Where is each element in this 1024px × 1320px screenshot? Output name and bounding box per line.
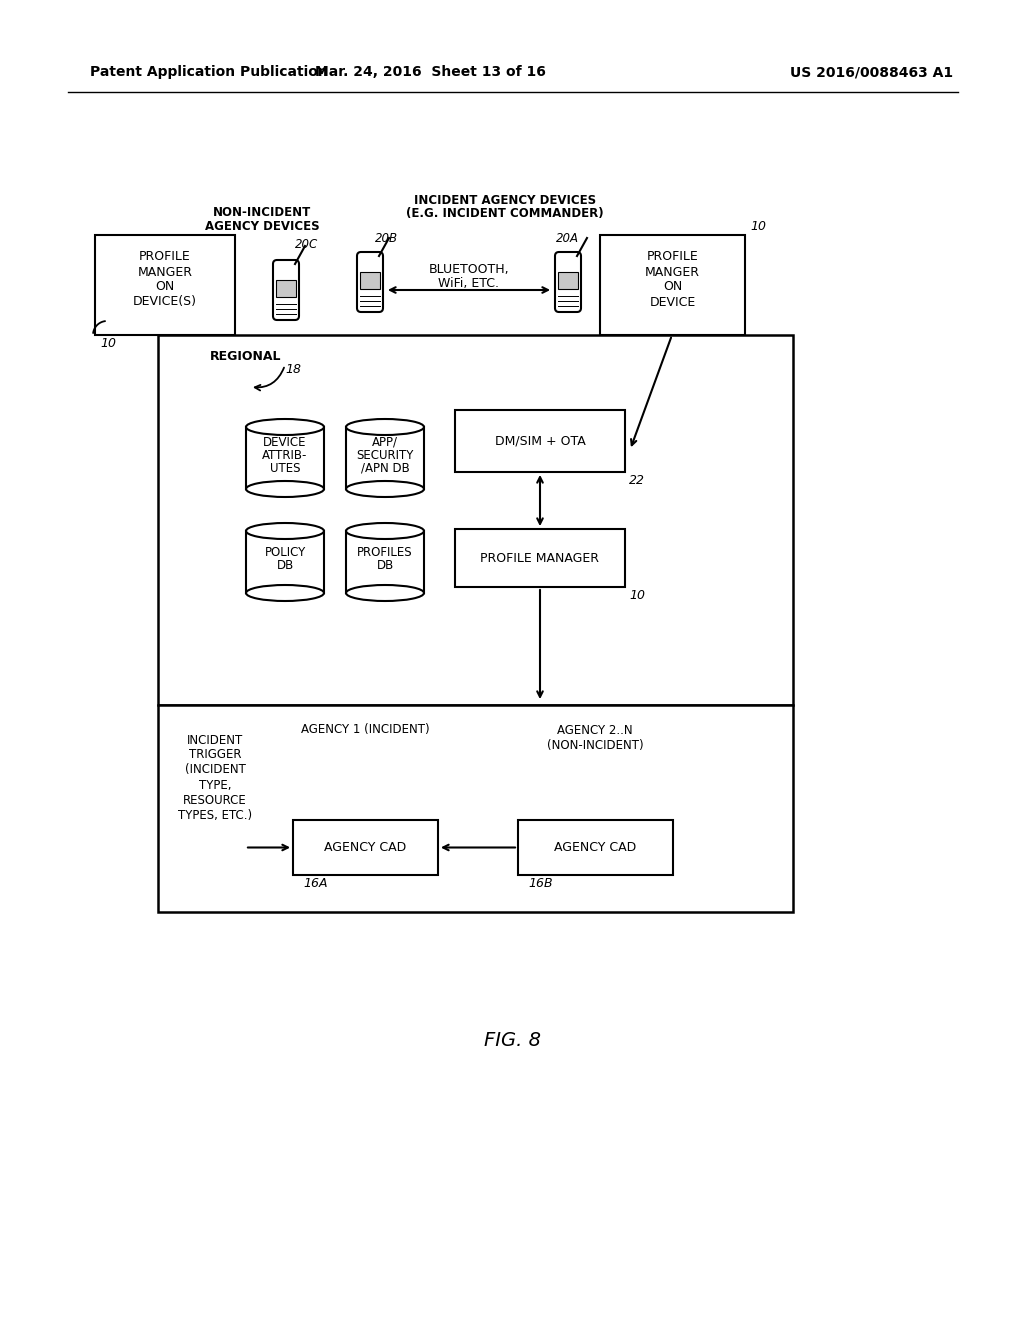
Bar — [246, 531, 324, 593]
Text: MANGER: MANGER — [645, 265, 700, 279]
Text: (NON-INCIDENT): (NON-INCIDENT) — [547, 738, 643, 751]
Text: FIG. 8: FIG. 8 — [483, 1031, 541, 1049]
Bar — [600, 235, 745, 335]
Bar — [246, 426, 324, 488]
FancyBboxPatch shape — [357, 252, 383, 312]
Text: TYPE,: TYPE, — [199, 779, 231, 792]
FancyBboxPatch shape — [490, 715, 700, 900]
Text: WiFi, ETC.: WiFi, ETC. — [438, 277, 500, 290]
Text: ON: ON — [156, 281, 175, 293]
Text: PROFILE MANAGER: PROFILE MANAGER — [480, 552, 599, 565]
Bar — [158, 335, 793, 705]
Text: DEVICE: DEVICE — [263, 436, 307, 449]
Text: 10: 10 — [750, 220, 766, 234]
Text: 10: 10 — [629, 589, 645, 602]
Text: AGENCY DEVICES: AGENCY DEVICES — [205, 219, 319, 232]
Text: DEVICE: DEVICE — [649, 296, 695, 309]
Text: PROFILE: PROFILE — [646, 251, 698, 264]
Bar — [360, 272, 380, 289]
Bar — [95, 235, 234, 335]
Ellipse shape — [346, 585, 424, 601]
Text: AGENCY 2..N: AGENCY 2..N — [557, 723, 633, 737]
Text: (E.G. INCIDENT COMMANDER): (E.G. INCIDENT COMMANDER) — [407, 207, 604, 220]
FancyBboxPatch shape — [268, 715, 463, 900]
Text: RESOURCE: RESOURCE — [183, 793, 247, 807]
Ellipse shape — [246, 418, 324, 436]
Bar — [455, 411, 625, 473]
Text: AGENCY CAD: AGENCY CAD — [325, 841, 407, 854]
Bar — [293, 820, 438, 875]
Text: AGENCY CAD: AGENCY CAD — [554, 841, 637, 854]
Ellipse shape — [346, 480, 424, 498]
Bar — [518, 820, 673, 875]
Bar — [455, 529, 625, 587]
Text: 22: 22 — [629, 474, 645, 487]
Text: DEVICE(S): DEVICE(S) — [133, 296, 197, 309]
FancyBboxPatch shape — [555, 252, 581, 312]
Text: TRIGGER: TRIGGER — [188, 748, 242, 762]
Bar — [158, 705, 793, 912]
Text: POLICY: POLICY — [264, 546, 305, 560]
Text: PROFILE: PROFILE — [139, 251, 190, 264]
Text: INCIDENT: INCIDENT — [186, 734, 243, 747]
Text: INCIDENT AGENCY DEVICES: INCIDENT AGENCY DEVICES — [414, 194, 596, 206]
Text: APP/: APP/ — [372, 436, 398, 449]
Text: PROFILES: PROFILES — [357, 546, 413, 560]
Text: (INCIDENT: (INCIDENT — [184, 763, 246, 776]
Text: DB: DB — [276, 560, 294, 573]
Ellipse shape — [346, 523, 424, 539]
Ellipse shape — [246, 480, 324, 498]
Bar — [346, 426, 424, 488]
Text: 20A: 20A — [556, 231, 579, 244]
Text: NON-INCIDENT: NON-INCIDENT — [213, 206, 311, 219]
Ellipse shape — [246, 523, 324, 539]
Text: MANGER: MANGER — [137, 265, 193, 279]
Text: REGIONAL: REGIONAL — [210, 351, 282, 363]
Text: 16A: 16A — [303, 876, 328, 890]
Bar — [346, 531, 424, 593]
Text: SECURITY: SECURITY — [356, 449, 414, 462]
Ellipse shape — [246, 585, 324, 601]
Bar — [558, 272, 578, 289]
Text: 10: 10 — [100, 337, 116, 350]
Text: 20C: 20C — [295, 239, 318, 252]
Text: US 2016/0088463 A1: US 2016/0088463 A1 — [790, 65, 953, 79]
Text: ATTRIB-: ATTRIB- — [262, 449, 307, 462]
Text: UTES: UTES — [269, 462, 300, 475]
Text: DB: DB — [377, 560, 393, 573]
Text: AGENCY 1 (INCIDENT): AGENCY 1 (INCIDENT) — [301, 723, 430, 737]
Text: BLUETOOTH,: BLUETOOTH, — [429, 264, 509, 276]
Text: /APN DB: /APN DB — [360, 462, 410, 475]
Text: Mar. 24, 2016  Sheet 13 of 16: Mar. 24, 2016 Sheet 13 of 16 — [314, 65, 546, 79]
Text: Patent Application Publication: Patent Application Publication — [90, 65, 328, 79]
Text: 18: 18 — [285, 363, 301, 376]
Text: ON: ON — [663, 281, 682, 293]
Bar — [276, 280, 296, 297]
Text: DM/SIM + OTA: DM/SIM + OTA — [495, 434, 586, 447]
Text: 16B: 16B — [528, 876, 553, 890]
Ellipse shape — [346, 418, 424, 436]
Text: TYPES, ETC.): TYPES, ETC.) — [178, 808, 252, 821]
FancyBboxPatch shape — [273, 260, 299, 319]
Text: 20B: 20B — [375, 231, 398, 244]
